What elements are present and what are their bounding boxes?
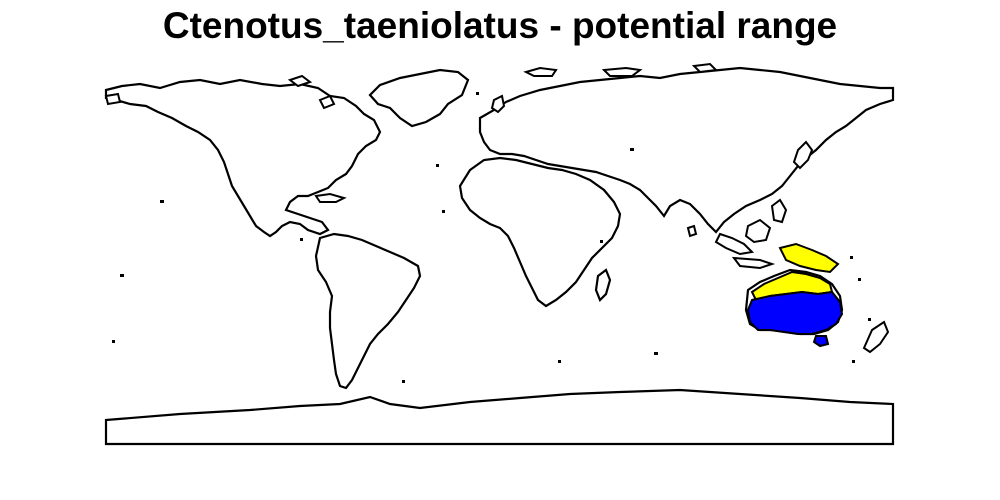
cuba: [314, 192, 347, 203]
new-guinea-range: [778, 242, 840, 274]
tasmania-range: [812, 335, 830, 348]
antarctica: [104, 388, 895, 446]
south-america: [314, 232, 422, 390]
indonesia-west: [714, 232, 755, 256]
philippines: [770, 198, 788, 224]
africa: [458, 156, 622, 308]
japan: [792, 140, 814, 170]
british-isles: [490, 94, 506, 114]
north-america: [104, 78, 382, 238]
arctic-islands: [104, 62, 719, 110]
eurasia: [478, 66, 895, 234]
small-islands: [112, 92, 871, 383]
borneo: [744, 218, 772, 244]
new-zealand: [862, 320, 890, 354]
java: [731, 256, 776, 270]
madagascar: [594, 268, 612, 302]
australia-range-high: [746, 290, 844, 335]
map-title: Ctenotus_taeniolatus - potential range: [162, 5, 838, 46]
greenland: [368, 68, 470, 128]
sri-lanka: [686, 224, 698, 238]
